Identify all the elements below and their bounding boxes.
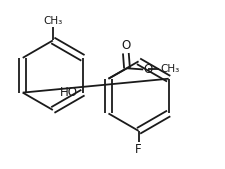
Text: O: O: [121, 39, 130, 52]
Text: O: O: [144, 63, 153, 76]
Text: CH₃: CH₃: [160, 64, 179, 74]
Text: HO: HO: [60, 86, 78, 99]
Text: CH₃: CH₃: [43, 16, 63, 26]
Text: F: F: [135, 143, 142, 156]
